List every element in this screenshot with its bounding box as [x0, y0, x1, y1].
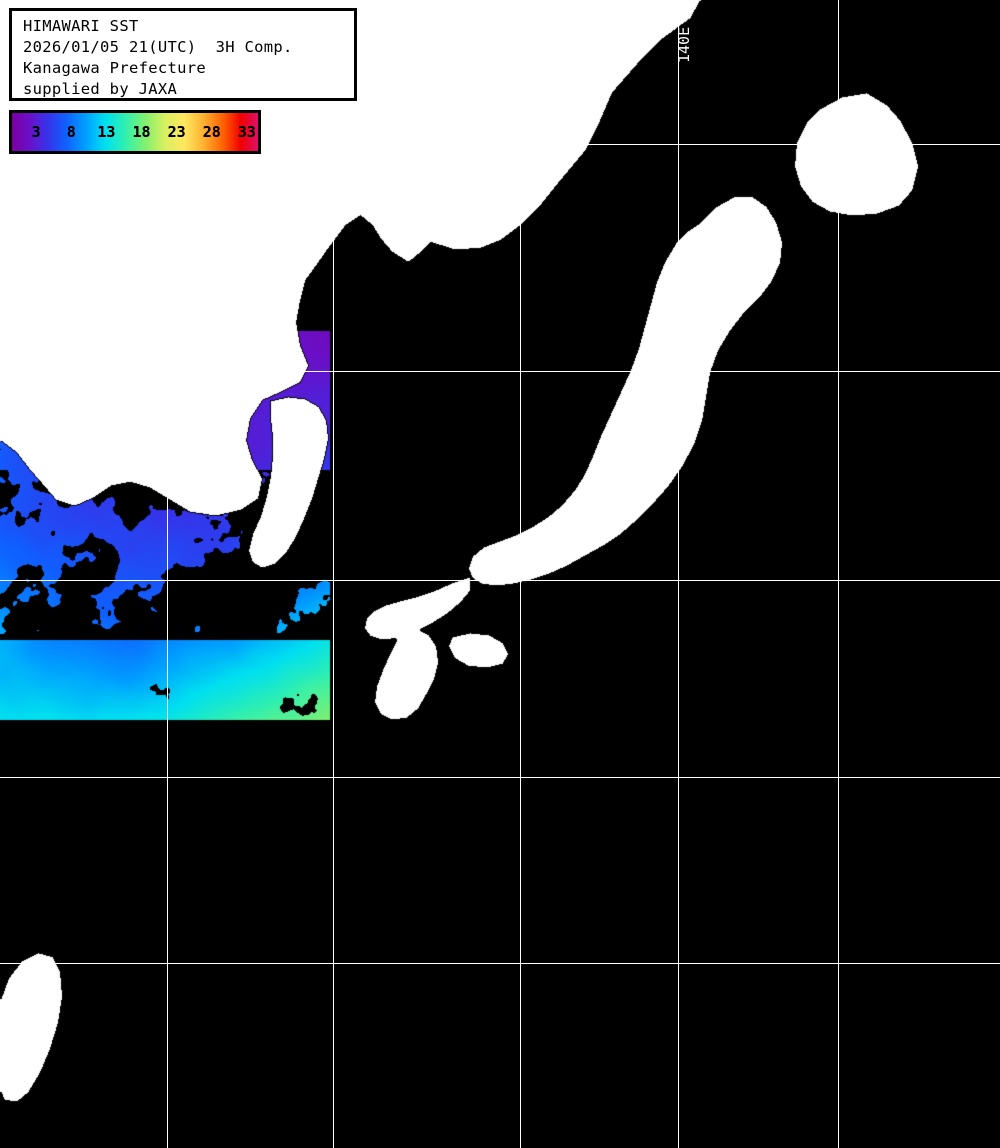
colorbar-tick-23: 23 [167, 123, 186, 141]
colorbar-tick-labels: 3 8 13 18 23 28 33 [12, 113, 258, 151]
colorbar-tick-3: 3 [31, 123, 41, 141]
colorbar-tick-18: 18 [132, 123, 151, 141]
product-credit: supplied by JAXA [23, 80, 178, 98]
colorbar-gradient [12, 113, 258, 151]
colorbar-tick-28: 28 [202, 123, 221, 141]
colorbar-tick-13: 13 [97, 123, 116, 141]
grid-label-140E: 140E [675, 26, 693, 63]
product-timestamp: 2026/01/05 21(UTC) 3H Comp. [23, 38, 293, 56]
sst-colorbar: 3 8 13 18 23 28 33 [9, 110, 261, 154]
grid-label-40N: 40N [0, 355, 18, 373]
info-box: HIMAWARI SST 2026/01/05 21(UTC) 3H Comp.… [9, 8, 357, 101]
product-title: HIMAWARI SST [23, 17, 139, 35]
colorbar-tick-33: 33 [237, 123, 256, 141]
colorbar-tick-8: 8 [66, 123, 76, 141]
product-region: Kanagawa Prefecture [23, 59, 207, 77]
